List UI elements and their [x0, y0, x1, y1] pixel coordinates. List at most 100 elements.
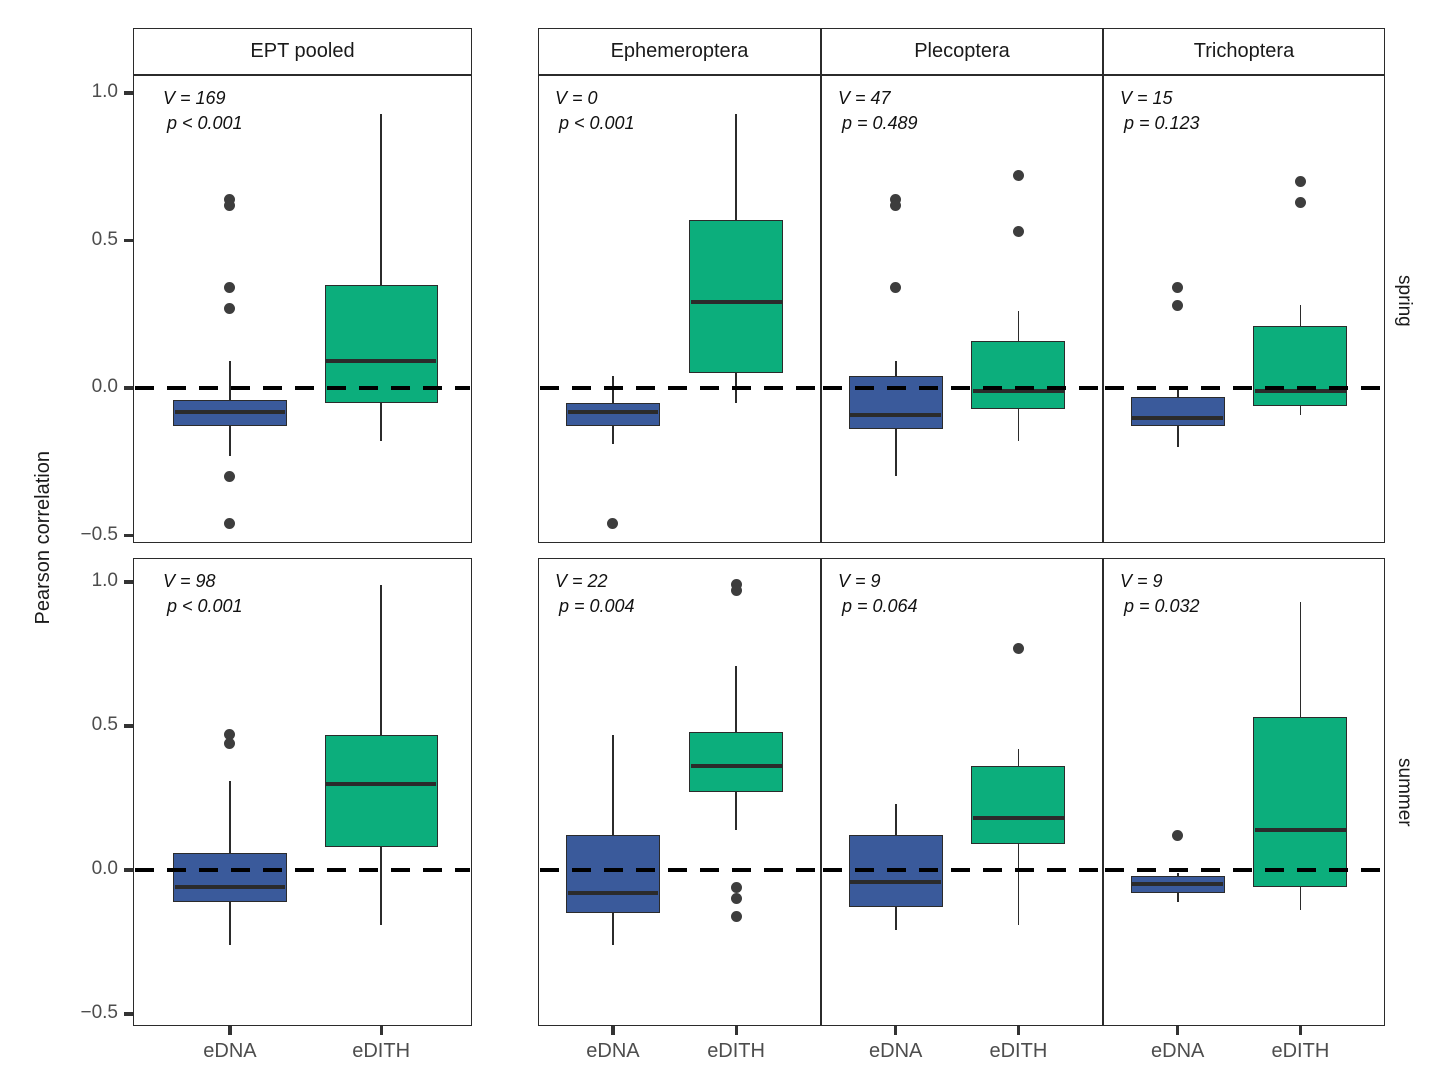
outlier-edna	[224, 193, 236, 205]
facet-strip-ept-pooled: EPT pooled	[133, 28, 472, 75]
median-edna	[1132, 415, 1223, 420]
p-value: p < 0.001	[167, 113, 243, 134]
median-edith	[973, 388, 1064, 393]
zero-reference-line	[540, 386, 819, 390]
facet-strip-plecoptera: Plecoptera	[821, 28, 1103, 75]
x-tick-label-edith: eDITH	[989, 1040, 1048, 1062]
zero-reference-line	[135, 386, 470, 390]
p-value: p = 0.004	[559, 596, 635, 617]
x-tick-mark	[379, 1026, 383, 1035]
outlier-edna	[890, 199, 902, 211]
y-tick-label: −0.5	[80, 523, 118, 545]
box-edna	[173, 852, 287, 902]
outlier-edna	[224, 729, 236, 741]
v-statistic: V = 47	[838, 88, 891, 108]
x-tick-label-edna: eDNA	[1151, 1040, 1205, 1062]
zero-reference-line	[823, 386, 1101, 390]
outlier-edith	[1012, 642, 1024, 654]
outlier-edna	[224, 302, 236, 314]
median-edna	[175, 885, 285, 890]
box-edith	[324, 734, 438, 847]
y-tick-mark	[124, 868, 133, 872]
zero-reference-line	[823, 868, 1101, 872]
outlier-edith	[730, 893, 742, 905]
y-tick-label: 0.0	[91, 858, 118, 879]
y-tick-label: −0.5	[80, 1002, 118, 1023]
outlier-edna	[224, 518, 236, 530]
outlier-edna	[1172, 282, 1184, 294]
p-value: p = 0.032	[1124, 596, 1200, 617]
box-edith	[971, 340, 1066, 409]
x-tick-mark	[894, 1026, 898, 1035]
v-statistic: V = 9	[838, 571, 881, 591]
v-statistic: V = 98	[163, 571, 216, 591]
x-tick-mark	[1298, 1026, 1302, 1035]
y-tick-mark	[124, 91, 133, 95]
p-value: p = 0.123	[1124, 113, 1200, 134]
x-tick-label-edith: eDITH	[707, 1040, 765, 1062]
x-tick-label-edna: eDNA	[869, 1040, 923, 1062]
box-edith	[971, 766, 1066, 845]
median-edith	[690, 300, 782, 305]
zero-reference-line	[1105, 386, 1383, 390]
outlier-edna	[224, 282, 236, 294]
x-tick-label-edna: eDNA	[586, 1040, 640, 1062]
x-tick-mark	[1016, 1026, 1020, 1035]
y-tick-label: 0.5	[91, 228, 118, 250]
outlier-edna	[890, 282, 902, 294]
panel-annotation: V = 22 p = 0.004	[555, 569, 635, 619]
y-tick-mark	[124, 1012, 133, 1016]
x-tick-label-edna: eDNA	[203, 1040, 257, 1062]
panel-annotation: V = 15 p = 0.123	[1120, 86, 1200, 136]
outlier-edith	[730, 579, 742, 591]
outlier-edna	[224, 737, 236, 749]
outlier-edith	[1294, 176, 1306, 187]
outlier-edith	[730, 585, 742, 597]
whisker-edith	[380, 113, 382, 442]
y-tick-label: 0.5	[91, 714, 118, 735]
p-value: p = 0.489	[842, 113, 918, 134]
facet-label-summer: summer	[1394, 758, 1415, 827]
box-edith	[1253, 717, 1348, 888]
y-tick-label: 1.0	[91, 570, 118, 591]
panel-spring-plecoptera	[821, 75, 1103, 543]
x-tick-mark	[1176, 1026, 1180, 1035]
outlier-edna	[890, 193, 902, 205]
v-statistic: V = 22	[555, 571, 608, 591]
panel-annotation: V = 98 p < 0.001	[163, 569, 243, 619]
zero-reference-line	[135, 868, 470, 872]
median-edith	[326, 359, 436, 364]
x-tick-mark	[611, 1026, 615, 1035]
outlier-edna	[1172, 299, 1184, 311]
zero-reference-line	[540, 868, 819, 872]
box-edith	[688, 731, 784, 793]
median-edith	[1255, 827, 1346, 832]
y-tick-mark	[124, 238, 133, 243]
x-tick-mark	[228, 1026, 232, 1035]
box-edna	[1130, 396, 1225, 427]
v-statistic: V = 15	[1120, 88, 1173, 108]
box-edna	[848, 376, 943, 430]
median-edna	[175, 409, 285, 414]
outlier-edith	[1294, 196, 1306, 208]
box-edith	[324, 284, 438, 403]
median-edna	[850, 412, 941, 417]
median-edith	[1255, 388, 1346, 393]
median-edith	[326, 781, 436, 786]
p-value: p < 0.001	[559, 113, 635, 134]
x-tick-label-edith: eDITH	[1271, 1040, 1330, 1062]
outlier-edna	[607, 518, 619, 530]
box-edna	[565, 835, 661, 914]
y-tick-mark	[124, 533, 133, 538]
median-edna	[567, 409, 659, 414]
v-statistic: V = 169	[163, 88, 226, 108]
outlier-edith	[730, 910, 742, 922]
outlier-edith	[730, 881, 742, 893]
box-edith	[688, 219, 784, 374]
panel-annotation: V = 0 p < 0.001	[555, 86, 635, 136]
y-tick-mark	[124, 386, 133, 390]
panel-annotation: V = 9 p = 0.032	[1120, 569, 1200, 619]
panel-annotation: V = 47 p = 0.489	[838, 86, 918, 136]
panel-spring-trichoptera	[1103, 75, 1385, 543]
